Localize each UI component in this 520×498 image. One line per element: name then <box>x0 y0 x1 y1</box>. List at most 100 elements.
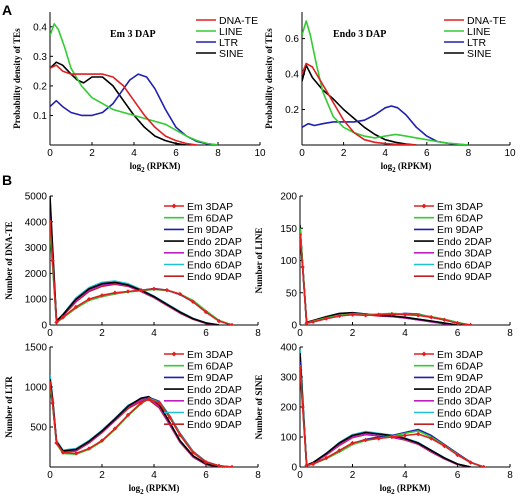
legend-label: Endo 9DAP <box>437 271 492 283</box>
legend-label: LINE <box>219 26 242 38</box>
series-marker <box>455 320 460 325</box>
series-marker <box>60 450 66 455</box>
y-axis-label: Number of DNA-TE <box>4 221 14 299</box>
x-tick-label: 8 <box>255 470 261 481</box>
y-tick-label: 0 <box>291 321 297 332</box>
series-marker <box>350 312 355 317</box>
series-marker <box>304 320 309 325</box>
legend-marker <box>421 203 427 209</box>
series-marker <box>310 461 316 467</box>
x-tick-label: 0 <box>297 470 303 481</box>
panel-title: Em 3 DAP <box>110 29 156 40</box>
y-tick-label: 0.4 <box>33 22 47 33</box>
x-tick-label: 6 <box>455 328 461 339</box>
series-marker <box>415 431 421 437</box>
series-marker <box>455 452 460 458</box>
x-tick-label: 6 <box>203 328 209 339</box>
x-tick-label: 8 <box>507 470 513 481</box>
legend-label: Endo 2DAP <box>437 384 492 396</box>
x-tick-label: 4 <box>151 470 157 481</box>
series-marker <box>300 365 303 371</box>
x-tick-label: 8 <box>255 328 261 339</box>
legend-label: Em 6DAP <box>437 361 483 373</box>
series-marker <box>389 434 395 440</box>
series-group <box>50 374 235 467</box>
series-line-em-3dap <box>300 234 471 325</box>
panel-title: Endo 3 DAP <box>333 29 386 40</box>
series-marker <box>203 309 209 315</box>
series-marker <box>481 464 486 467</box>
legend-label: Endo 2DAP <box>187 384 242 396</box>
series-marker <box>376 312 381 317</box>
series-marker <box>468 322 473 325</box>
panel-b4: 0 2 4 6 8 0 100 200 300 400 Number of SINE log2 (RP… <box>254 343 513 497</box>
series-marker <box>389 311 395 317</box>
series-marker <box>468 460 473 465</box>
x-tick-label: 0 <box>47 328 53 339</box>
y-tick-label: 0 <box>291 463 297 474</box>
legend-label: Em 6DAP <box>187 361 233 373</box>
x-tick-label: 6 <box>424 148 430 159</box>
x-axis-label: log2 (RPKM) <box>381 161 432 174</box>
legend-label: Endo 6DAP <box>437 259 492 271</box>
y-tick-label: 100 <box>280 256 297 267</box>
x-tick-label: 2 <box>350 470 356 481</box>
series-marker <box>60 315 66 320</box>
x-tick-label: 10 <box>254 148 266 159</box>
series-marker <box>190 299 196 304</box>
x-tick-label: 6 <box>455 470 461 481</box>
legend-label: Em 9DAP <box>187 372 233 384</box>
series-marker <box>146 396 151 402</box>
series-line-sine <box>302 64 417 145</box>
series-group <box>50 23 219 145</box>
series-marker <box>138 287 144 293</box>
legend-label: SINE <box>467 48 492 60</box>
series-line-sine <box>50 61 187 145</box>
legend-marker <box>171 351 177 357</box>
series-marker <box>310 319 316 324</box>
series-marker <box>50 258 55 263</box>
series-marker <box>402 312 408 317</box>
series-marker <box>300 404 305 410</box>
panel-b3: 0 2 4 6 8 500 1000 1500 Number of LTR log2 (RPKM)… <box>4 343 261 497</box>
y-tick-label: 5000 <box>25 192 48 203</box>
x-tick-label: 2 <box>350 328 356 339</box>
x-tick-label: 8 <box>507 328 513 339</box>
y-axis-label: Probability density of TEs <box>264 28 274 129</box>
legend-label: Em 3DAP <box>437 201 483 213</box>
legend-label: Em 6DAP <box>187 213 233 225</box>
series-marker <box>429 315 434 320</box>
y-tick-label: 0.6 <box>285 34 299 45</box>
series-group <box>300 349 486 467</box>
series-marker <box>300 264 305 270</box>
series-marker <box>324 455 329 461</box>
panel-letter-b: B <box>2 172 12 188</box>
series-marker <box>190 450 196 455</box>
series-marker <box>337 313 342 319</box>
series-marker <box>73 451 79 456</box>
y-tick-label: 0.4 <box>285 70 299 81</box>
series-marker <box>337 448 342 453</box>
series-marker <box>112 426 118 431</box>
y-tick-label: 50 <box>286 288 298 299</box>
x-tick-label: 4 <box>382 148 388 159</box>
series-marker <box>216 318 222 324</box>
legend-label: LINE <box>467 26 490 38</box>
legend-label: Em 9DAP <box>437 372 483 384</box>
panel-a2: 0 2 4 6 8 10 0.2 0.4 0.6 Probability density of T… <box>264 12 516 174</box>
legend-label: Endo 3DAP <box>187 248 242 260</box>
series-line-endo-9dap <box>300 233 458 325</box>
y-tick-label: 400 <box>280 343 297 354</box>
series-marker <box>50 380 53 386</box>
series-marker <box>229 464 235 467</box>
y-tick-label: 0.3 <box>33 52 47 63</box>
series-marker <box>50 400 55 406</box>
x-tick-label: 2 <box>99 328 105 339</box>
x-tick-label: 2 <box>99 470 105 481</box>
series-marker <box>54 440 59 446</box>
